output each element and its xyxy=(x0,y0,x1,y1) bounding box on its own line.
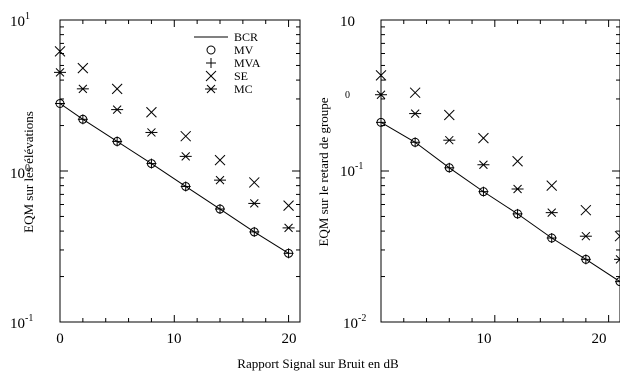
mc-point xyxy=(477,160,490,170)
se-point xyxy=(111,83,123,95)
se-point xyxy=(512,155,523,167)
mva-point xyxy=(55,98,65,109)
legend-label-mva: MVA xyxy=(234,56,261,70)
mva-point xyxy=(615,276,620,287)
mva-point xyxy=(444,162,455,173)
legend-circle-icon xyxy=(206,45,216,55)
legend-asterisk-icon xyxy=(205,84,217,94)
right-xtick-20: 20 xyxy=(592,331,607,347)
mc-point xyxy=(282,223,295,233)
mva-point xyxy=(410,137,421,148)
se-point xyxy=(443,109,455,121)
right-axis-ticks xyxy=(380,19,620,323)
mva-point xyxy=(478,186,489,197)
legend: BCR MV MVA SE MC xyxy=(194,30,261,96)
mva-point xyxy=(580,254,591,265)
mva-point xyxy=(215,204,225,215)
se-point xyxy=(375,69,387,81)
legend-label-mc: MC xyxy=(234,82,253,96)
se-point xyxy=(614,230,620,242)
se-point xyxy=(54,45,66,57)
se-point xyxy=(180,130,192,142)
mc-point xyxy=(179,152,192,161)
mva-point xyxy=(146,158,157,169)
legend-label-se: SE xyxy=(234,69,248,83)
se-point xyxy=(214,154,226,166)
left-xtick-20: 20 xyxy=(282,331,297,347)
mva-point xyxy=(77,114,88,125)
mc-point xyxy=(579,231,592,241)
left-xtick-10: 10 xyxy=(167,331,182,347)
mc-point xyxy=(76,84,89,94)
mc-point xyxy=(375,90,387,100)
right-panel: 10 0 10-1 10-2 10 20 EQM sur le retard d… xyxy=(316,14,620,347)
mc-point xyxy=(248,199,261,208)
mc-point xyxy=(54,68,66,77)
left-plot-frame xyxy=(59,19,301,323)
left-ylabel: EQM sur les élévations xyxy=(21,111,36,233)
left-panel: 101 100 10-1 0 10 20 EQM sur les élévati… xyxy=(10,11,301,347)
mc-point xyxy=(409,109,422,118)
left-xtick-0: 0 xyxy=(56,331,64,347)
right-ytick-bottom: 10-2 xyxy=(343,313,366,332)
mc-point xyxy=(545,208,558,217)
left-axis-ticks xyxy=(59,19,300,323)
se-point xyxy=(146,106,157,118)
legend-label-mv: MV xyxy=(234,43,254,57)
legend-label-bcr: BCR xyxy=(234,30,258,44)
right-data-marks xyxy=(375,69,620,287)
right-ytick-mid: 10-1 xyxy=(340,161,363,180)
legend-plus-icon xyxy=(206,58,216,68)
mva-point xyxy=(112,136,123,147)
left-ytick-mid: 100 xyxy=(10,163,30,182)
mc-point xyxy=(443,135,456,145)
mc-point xyxy=(511,184,524,194)
right-ytick-top: 10 xyxy=(340,14,355,30)
right-ylabel: EQM sur le retard de groupe xyxy=(316,97,331,246)
mva-point xyxy=(546,232,557,243)
se-point xyxy=(248,177,260,188)
mc-point xyxy=(111,105,124,114)
mva-point xyxy=(283,248,294,259)
bcr-series-line xyxy=(380,121,620,283)
left-data-marks xyxy=(54,45,295,259)
left-ytick-top: 101 xyxy=(10,11,30,30)
bcr-series-line xyxy=(59,103,289,254)
se-point xyxy=(546,180,558,191)
right-ytick-top-exp: 0 xyxy=(345,90,350,101)
se-point xyxy=(478,132,489,144)
x-axis-label: Rapport Signal sur Bruit en dB xyxy=(237,356,399,371)
mc-point xyxy=(614,254,620,264)
mva-point xyxy=(376,117,386,128)
right-plot-frame xyxy=(380,19,620,323)
legend-cross-icon xyxy=(205,70,217,82)
mva-point xyxy=(249,226,260,237)
se-point xyxy=(283,200,294,211)
left-ytick-bottom: 10-1 xyxy=(10,313,33,332)
mc-point xyxy=(145,128,158,137)
mc-point xyxy=(214,175,226,185)
mva-point xyxy=(180,181,191,192)
right-xtick-10: 10 xyxy=(477,331,492,347)
mva-point xyxy=(512,208,523,219)
se-point xyxy=(77,62,89,74)
se-point xyxy=(409,87,421,99)
se-point xyxy=(580,204,592,216)
